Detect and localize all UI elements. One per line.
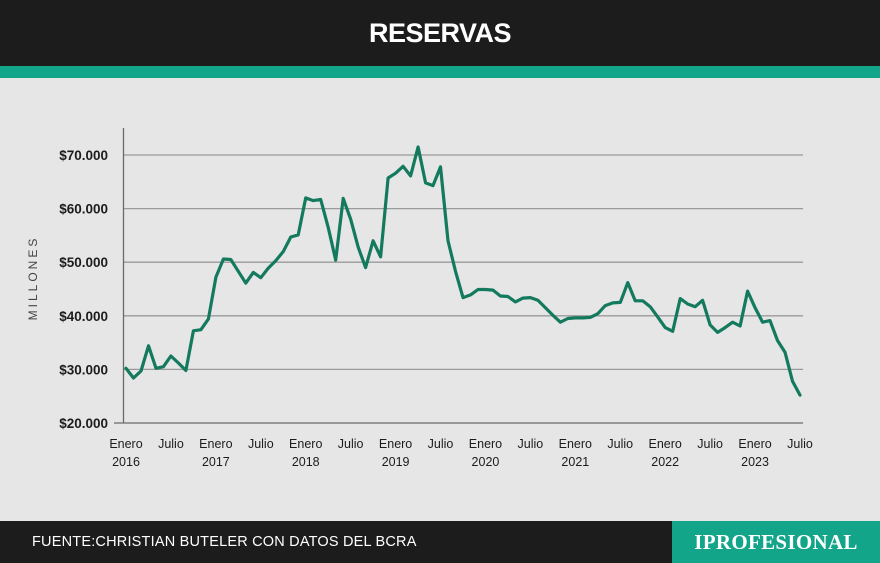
series-layer bbox=[124, 145, 802, 397]
x-tick-year: 2017 bbox=[202, 455, 230, 469]
y-tick-label: $60.000 bbox=[59, 202, 108, 217]
accent-bar bbox=[0, 66, 880, 78]
x-tick-label: Julio bbox=[518, 437, 544, 451]
x-tick-labels: Enero 2016 Julio Enero 2017 Julio Enero 2018 Jul… bbox=[109, 437, 813, 469]
x-tick-label: Enero bbox=[109, 437, 142, 451]
x-tick-label: Julio bbox=[338, 437, 364, 451]
y-axis-label: MILLONES bbox=[26, 236, 40, 321]
x-tick-label: Enero bbox=[649, 437, 682, 451]
x-tick-year: 2023 bbox=[741, 455, 769, 469]
y-tick-label: $30.000 bbox=[59, 362, 108, 377]
source-note: FUENTE:CHRISTIAN BUTELER CON DATOS DEL B… bbox=[32, 534, 417, 550]
x-tick-label: Julio bbox=[607, 437, 633, 451]
series-line-reservas bbox=[124, 145, 802, 397]
x-tick-year: 2018 bbox=[292, 455, 320, 469]
x-tick-label: Julio bbox=[248, 437, 274, 451]
x-tick-label: Enero bbox=[199, 437, 232, 451]
brand-logo: IPROFESIONAL bbox=[694, 529, 858, 554]
x-tick-label: Enero bbox=[469, 437, 502, 451]
x-tick-year: 2019 bbox=[382, 455, 410, 469]
x-tick-label: Julio bbox=[158, 437, 184, 451]
x-tick-year: 2022 bbox=[651, 455, 679, 469]
x-tick-label: Enero bbox=[559, 437, 592, 451]
header-bar: RESERVAS bbox=[0, 0, 880, 66]
brand-box: IPROFESIONAL bbox=[672, 521, 880, 563]
x-tick-label: Julio bbox=[697, 437, 723, 451]
y-tick-label: $40.000 bbox=[59, 309, 108, 324]
grid-layer bbox=[124, 154, 803, 371]
y-tick-label: $70.000 bbox=[59, 148, 108, 163]
x-tick-label: Enero bbox=[379, 437, 412, 451]
x-tick-year: 2016 bbox=[112, 455, 140, 469]
axis-layer bbox=[114, 128, 803, 424]
x-tick-year: 2020 bbox=[472, 455, 500, 469]
x-tick-label: Enero bbox=[289, 437, 322, 451]
x-tick-label: Julio bbox=[787, 437, 813, 451]
footer-bar: FUENTE:CHRISTIAN BUTELER CON DATOS DEL B… bbox=[0, 521, 880, 563]
line-chart: $20.000 $30.000 $40.000 $50.000 $60.000 $70.0… bbox=[26, 128, 813, 469]
y-tick-label: $50.000 bbox=[59, 255, 108, 270]
chart-title: RESERVAS bbox=[368, 17, 512, 48]
y-tick-labels: $20.000 $30.000 $40.000 $50.000 $60.000 $70.0… bbox=[59, 148, 108, 431]
y-tick-label: $20.000 bbox=[59, 416, 108, 431]
x-tick-label: Enero bbox=[738, 437, 771, 451]
x-tick-year: 2021 bbox=[561, 455, 589, 469]
x-tick-label: Julio bbox=[428, 437, 454, 451]
